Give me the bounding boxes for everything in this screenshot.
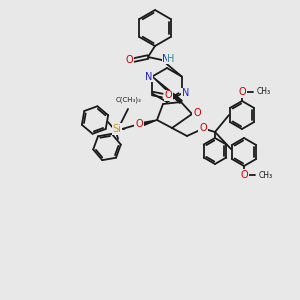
Text: O: O: [125, 55, 133, 65]
Text: O: O: [240, 170, 248, 180]
Text: N: N: [162, 54, 170, 64]
Text: CH₃: CH₃: [257, 88, 271, 97]
Text: O: O: [199, 123, 207, 133]
Text: O: O: [135, 119, 143, 129]
Text: N: N: [182, 88, 189, 98]
Text: N: N: [145, 71, 152, 82]
Polygon shape: [140, 120, 157, 127]
Text: O: O: [193, 108, 201, 118]
Text: H: H: [167, 54, 175, 64]
Polygon shape: [152, 76, 182, 103]
Text: -: -: [119, 124, 129, 134]
Text: C(CH₃)₃: C(CH₃)₃: [115, 97, 141, 103]
Text: O: O: [238, 87, 246, 97]
Text: O: O: [164, 91, 172, 100]
Text: CH₃: CH₃: [259, 170, 273, 179]
Text: Si: Si: [112, 124, 122, 134]
